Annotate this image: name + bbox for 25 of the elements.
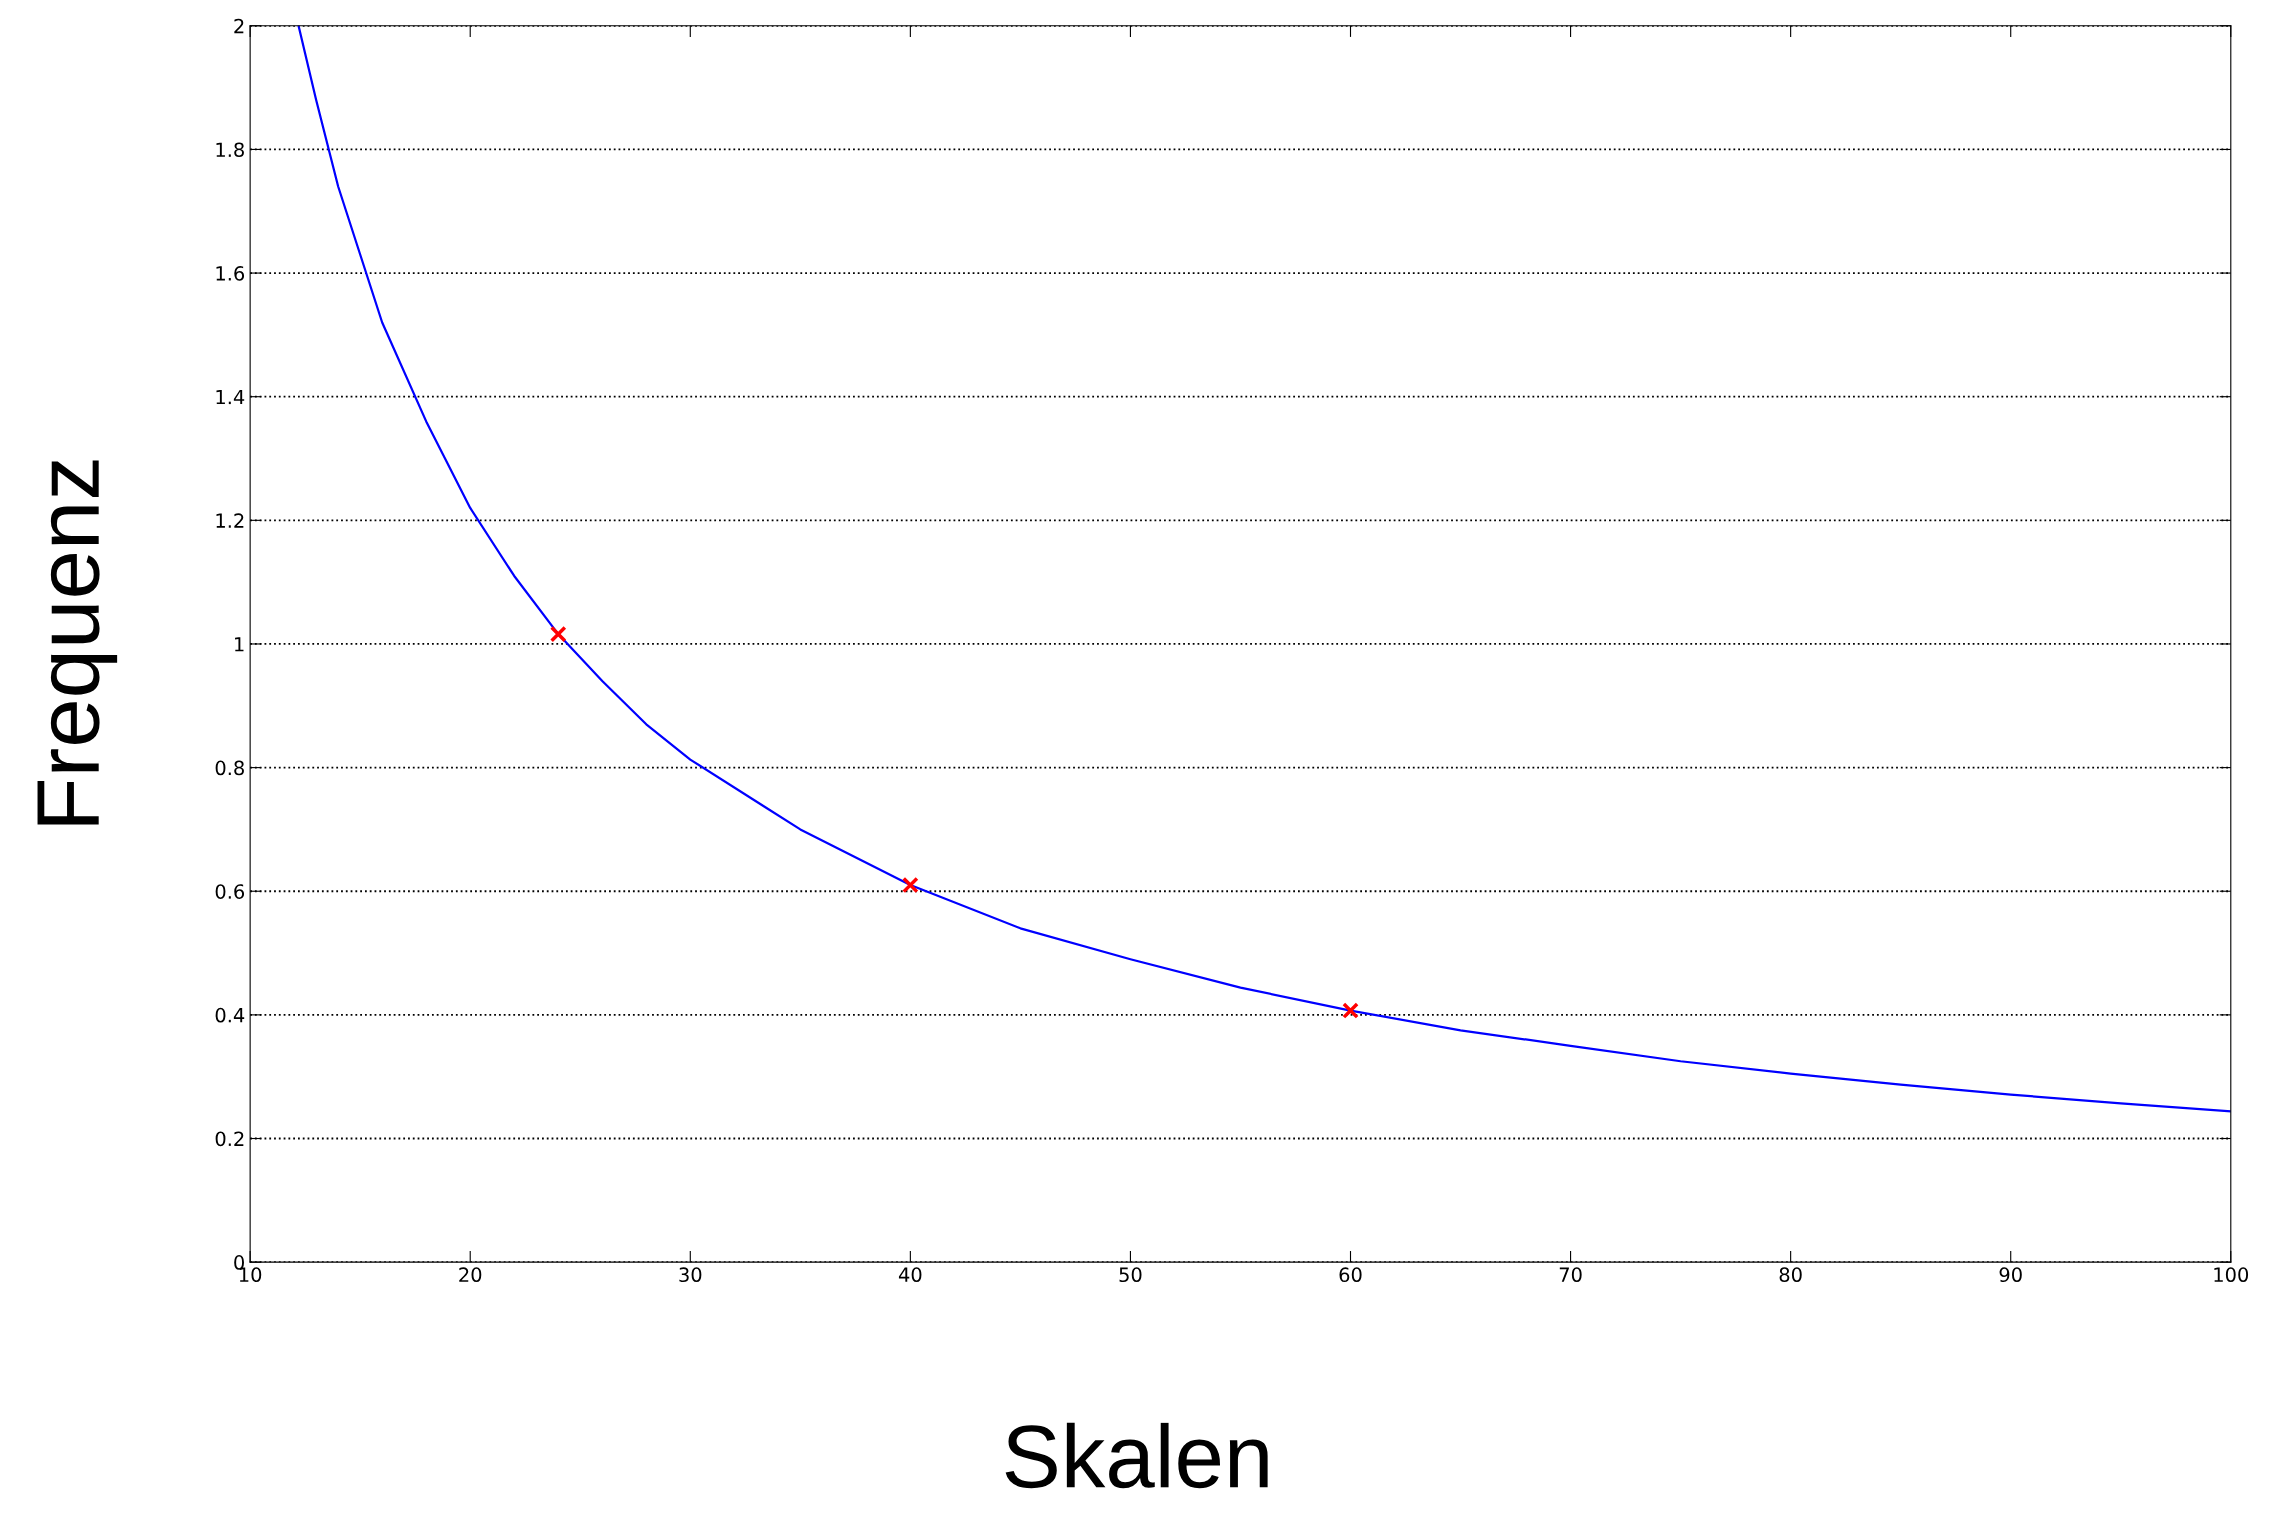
x-tick-label: 80	[1779, 1267, 1802, 1283]
x-tick-label: 90	[1999, 1267, 2022, 1283]
line-series	[297, 25, 2231, 1113]
y-tick-label: 2	[234, 18, 244, 34]
y-tick-label: 1.2	[216, 513, 244, 528]
x-tick-label: 40	[898, 1267, 922, 1283]
y-tick-label: 1.6	[216, 266, 245, 281]
y-tick-label: 0.2	[215, 1131, 244, 1147]
x-tick-label: 20	[459, 1267, 482, 1283]
y-tick-label: 0.8	[215, 760, 244, 776]
point	[549, 625, 567, 643]
x-tick-label: 30	[679, 1267, 702, 1283]
y-tick-label: 0.4	[215, 1007, 245, 1023]
point	[1342, 1002, 1359, 1019]
x-tick-label: 70	[1559, 1267, 1582, 1283]
x-tick-label: 60	[1339, 1267, 1362, 1283]
y-tick-label: 1.4	[216, 389, 245, 405]
y-tick-label: 1.8	[216, 142, 244, 158]
x-tick-label: 50	[1119, 1267, 1142, 1283]
point	[902, 876, 919, 894]
x-tick-label: 100	[2214, 1267, 2249, 1283]
y-tick-label: 1	[235, 637, 244, 652]
x-axis-title: Skalen	[1005, 1422, 1268, 1489]
y-axis-title: Frequenz	[37, 460, 118, 825]
y-tick-label: 0.6	[215, 884, 245, 899]
